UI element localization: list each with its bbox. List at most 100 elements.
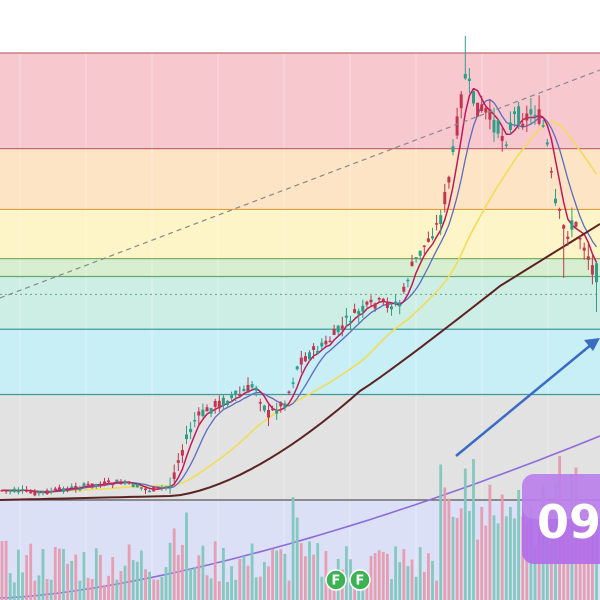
candle-body [357, 311, 361, 315]
candle-body [4, 490, 8, 492]
volume-bar [267, 566, 270, 600]
candle-body [295, 366, 299, 370]
candle-body [271, 408, 275, 411]
candle-body [226, 400, 229, 405]
volume-bar [45, 578, 49, 600]
volume-bar [12, 582, 16, 600]
volume-bar [447, 498, 451, 600]
volume-bar [373, 553, 377, 600]
candle-body [418, 250, 422, 256]
candle-body [262, 405, 266, 411]
event-badge-label: F [356, 574, 365, 589]
volume-bar [21, 572, 24, 600]
volume-bar [164, 567, 168, 600]
candle-body [148, 490, 152, 493]
volume-bar [283, 553, 287, 600]
candle-body [172, 472, 176, 479]
candle-body [213, 400, 217, 407]
candle-body [422, 245, 426, 247]
candle-body [303, 356, 307, 362]
volume-bar [131, 560, 135, 600]
candle-body [402, 286, 406, 292]
fib-zone [0, 148, 600, 210]
candle-body [316, 350, 320, 354]
volume-bar [62, 548, 65, 600]
volume-bar [123, 565, 127, 600]
candle-body [554, 198, 557, 204]
volume-bar [504, 516, 508, 600]
candle-body [467, 78, 471, 82]
volume-bar [320, 576, 324, 600]
volume-bar [435, 580, 438, 600]
candle-body [205, 407, 209, 412]
volume-bar [111, 557, 115, 600]
volume-bar [246, 565, 250, 600]
volume-bar [144, 569, 147, 600]
candle-body [49, 490, 53, 493]
candle-body [373, 303, 377, 309]
candle-body [377, 298, 381, 300]
candle-body [193, 419, 197, 422]
candle-body [275, 409, 279, 414]
candle-body [574, 222, 578, 227]
volume-bar [135, 561, 139, 600]
candle-body [332, 328, 336, 336]
candle-body [160, 486, 164, 489]
candle-body [144, 488, 147, 491]
volume-bar [369, 556, 373, 600]
volume-bar [451, 516, 455, 600]
candle-body [86, 483, 90, 486]
volume-bar [189, 568, 192, 600]
candle-body [394, 301, 398, 305]
candle-body [254, 387, 258, 391]
fib-lines [0, 52, 600, 501]
volume-bar [58, 548, 61, 600]
candle-body [283, 403, 287, 408]
candle-body [152, 486, 156, 492]
volume-bar [115, 579, 119, 600]
volume-bar [209, 578, 213, 600]
candle-body [451, 146, 455, 153]
candle-body [267, 410, 270, 418]
volume-bar [492, 515, 496, 600]
volume-bar [103, 584, 106, 600]
candle-body [533, 114, 537, 117]
candle-body [324, 340, 328, 345]
candle-body [217, 400, 221, 409]
candle-body [586, 256, 590, 260]
candle-body [361, 305, 365, 312]
candle-body [590, 265, 594, 275]
volume-bar [172, 528, 176, 600]
candle-body [70, 486, 74, 488]
volume-bar [480, 506, 484, 600]
clock-text: 09 [537, 495, 600, 549]
volume-bar [160, 576, 164, 600]
candle-body [410, 261, 414, 267]
volume-bar [242, 556, 246, 600]
volume-bar [295, 517, 299, 600]
candle-body [521, 123, 525, 127]
volume-bar [74, 554, 78, 600]
volume-bar [254, 577, 258, 600]
candle-body [570, 220, 574, 230]
volume-bar [386, 553, 389, 600]
candle-body [82, 483, 86, 487]
candle-body [279, 402, 283, 407]
volume-bar [316, 543, 320, 600]
candle-body [16, 489, 20, 493]
candle-body [299, 357, 303, 365]
volume-bar [86, 577, 90, 600]
candle-body [504, 144, 508, 146]
candle-body [131, 483, 135, 488]
candle-body [156, 486, 160, 489]
candle-body [344, 315, 348, 318]
arrow-shaft [455, 343, 593, 457]
candle-body [496, 120, 500, 134]
candle-body [566, 236, 570, 239]
candle-body [107, 480, 111, 482]
candle-body [250, 384, 254, 388]
candle-body [234, 390, 238, 395]
volume-bar [537, 529, 541, 600]
volume-bar [496, 523, 500, 600]
volume-bar [521, 516, 525, 600]
